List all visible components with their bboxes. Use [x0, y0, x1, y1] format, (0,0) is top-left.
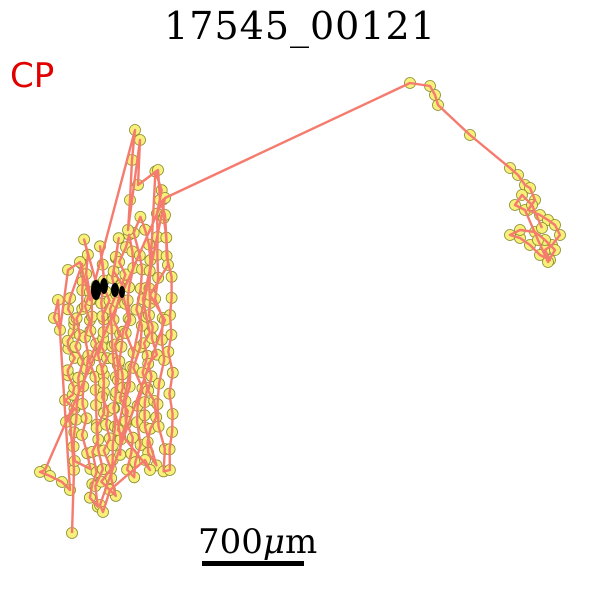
cluster-core-blob — [119, 286, 125, 298]
cluster-core-blob — [111, 283, 119, 297]
cluster-core-blob — [91, 280, 101, 300]
scalebar-value: 700 — [198, 522, 263, 562]
dense-cluster-core — [91, 278, 125, 300]
scalebar-unit-suffix: m — [285, 522, 318, 562]
scalebar — [202, 561, 304, 566]
cluster-core-blob — [100, 278, 108, 294]
figure-title: 17545_00121 — [164, 4, 436, 48]
scalebar-unit-symbol: μ — [262, 522, 286, 562]
scalebar-label: 700μm — [198, 522, 317, 562]
condition-tag: CP — [10, 56, 55, 96]
